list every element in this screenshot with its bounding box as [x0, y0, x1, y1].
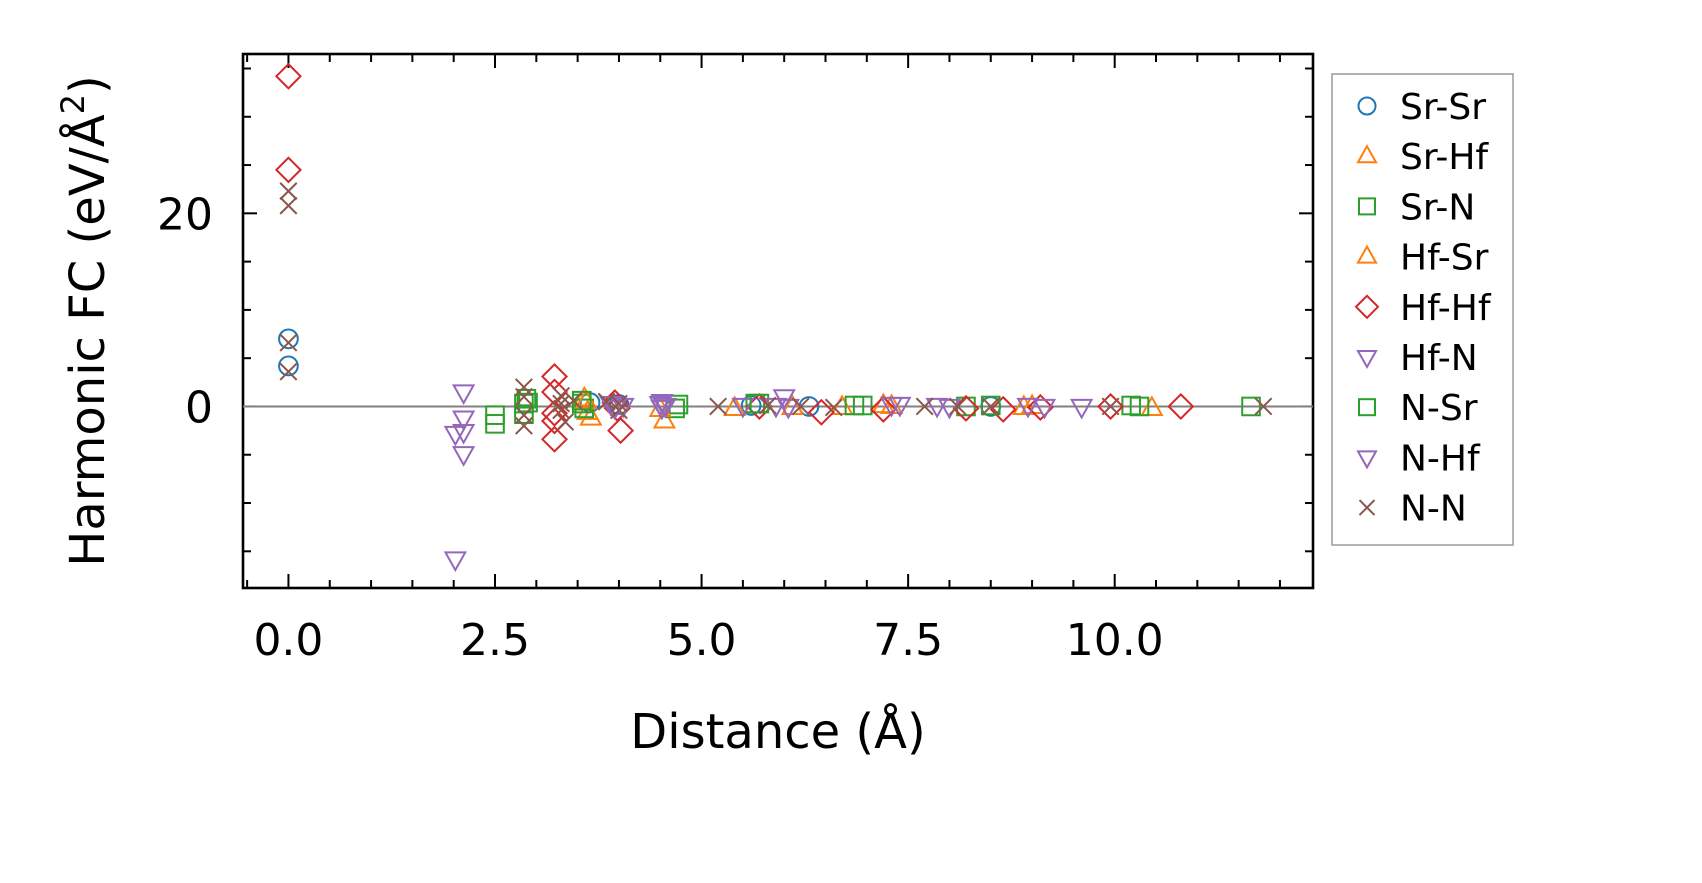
data-point [758, 396, 777, 415]
data-point [1097, 392, 1125, 420]
data-point [844, 395, 865, 416]
data-point [1101, 397, 1120, 416]
legend-label: Hf-Hf [1400, 288, 1492, 329]
data-point [540, 407, 569, 435]
data-point [824, 398, 843, 417]
y-tick-label: 0 [185, 382, 213, 433]
legend-label: N-N [1400, 489, 1467, 530]
data-point [485, 405, 505, 425]
x-tick-label: 2.5 [460, 615, 530, 666]
legend-label: Sr-Hf [1400, 137, 1489, 178]
data-point [514, 404, 534, 424]
data-point [452, 446, 476, 467]
data-point [278, 355, 299, 377]
data-point [609, 394, 628, 413]
data-point [540, 363, 569, 391]
data-point [1070, 398, 1094, 420]
data-point [540, 425, 569, 453]
data-point [925, 397, 949, 419]
y-axis-label: Harmonic FC (eV/Å2) [54, 75, 116, 567]
data-point [807, 398, 835, 426]
data-point [552, 401, 571, 420]
data-point [552, 394, 571, 413]
x-axis-label: Distance (Å) [630, 703, 925, 760]
data-point [731, 397, 755, 419]
data-point [1032, 398, 1057, 420]
data-points [274, 62, 1273, 573]
data-point [1026, 393, 1054, 421]
data-point [278, 328, 299, 350]
data-point [980, 395, 1001, 416]
data-point [888, 396, 912, 418]
data-point [607, 417, 635, 445]
legend-marker [1356, 144, 1378, 164]
data-point [915, 397, 934, 416]
series-sr-hf [572, 385, 1164, 429]
y-axis-label-sup: 2 [54, 94, 92, 114]
data-point [723, 395, 747, 416]
x-tick-label: 0.0 [253, 615, 323, 666]
data-point [981, 397, 1000, 416]
legend-marker [1358, 197, 1376, 216]
y-axis-label-close: ) [60, 75, 116, 94]
legend-label: N-Sr [1400, 388, 1478, 429]
data-point [564, 391, 583, 410]
legend-box [1331, 73, 1514, 546]
data-point [609, 401, 628, 420]
data-point [452, 384, 476, 406]
x-tick-label: 5.0 [667, 615, 737, 666]
plot-frame [241, 52, 1315, 590]
legend-marker [1356, 350, 1378, 370]
legend-marker [1356, 450, 1378, 470]
data-point [443, 551, 467, 573]
data-point [552, 386, 571, 405]
y-axis-label-main: Harmonic FC (eV/Å [59, 114, 116, 567]
data-point [948, 397, 967, 416]
legend-label: Sr-Sr [1400, 87, 1486, 128]
legend: Sr-Sr Sr-Hf Sr-N Hf-Sr Hf-Hf Hf-N N-Sr N-Hf N-N [1331, 73, 1514, 546]
data-point [869, 395, 897, 423]
data-point [648, 395, 672, 417]
data-point [791, 397, 810, 416]
x-tick-label: 7.5 [873, 615, 943, 666]
legend-label: Hf-N [1400, 338, 1478, 379]
data-point [279, 196, 298, 215]
data-point [1254, 397, 1273, 416]
data-point [652, 407, 676, 429]
x-tick-label: 10.0 [1066, 615, 1164, 666]
series-n-n [279, 182, 1273, 435]
data-point [579, 405, 603, 426]
data-point [1241, 396, 1261, 417]
data-point [452, 410, 476, 432]
data-point [556, 412, 575, 431]
axis-ticks: 0.0 2.5 5.0 7.5 10.0 0 20 [157, 54, 1313, 666]
data-point [709, 397, 728, 416]
series-hf-hf [274, 62, 1195, 453]
data-point [776, 398, 800, 420]
data-point [514, 387, 533, 406]
legend-label: Sr-N [1400, 187, 1475, 228]
data-point [514, 416, 533, 435]
data-point [452, 423, 476, 445]
data-point [1140, 395, 1164, 416]
legend-marker [1358, 398, 1376, 417]
data-point [274, 156, 302, 184]
legend-marker [1356, 244, 1378, 264]
legend-label: N-Hf [1400, 438, 1481, 479]
legend-label: Hf-Sr [1400, 238, 1489, 279]
data-point [274, 62, 302, 90]
legend-marker [1354, 294, 1380, 320]
data-point [279, 182, 298, 201]
data-point [989, 395, 1017, 423]
legend-marker [1358, 499, 1376, 516]
data-point [279, 333, 298, 352]
data-point [279, 362, 298, 381]
data-point [653, 397, 677, 419]
data-point [1129, 396, 1150, 417]
legend-marker [1357, 96, 1377, 116]
data-point [1016, 397, 1040, 419]
data-point [1167, 392, 1195, 420]
y-tick-label: 20 [157, 189, 213, 240]
